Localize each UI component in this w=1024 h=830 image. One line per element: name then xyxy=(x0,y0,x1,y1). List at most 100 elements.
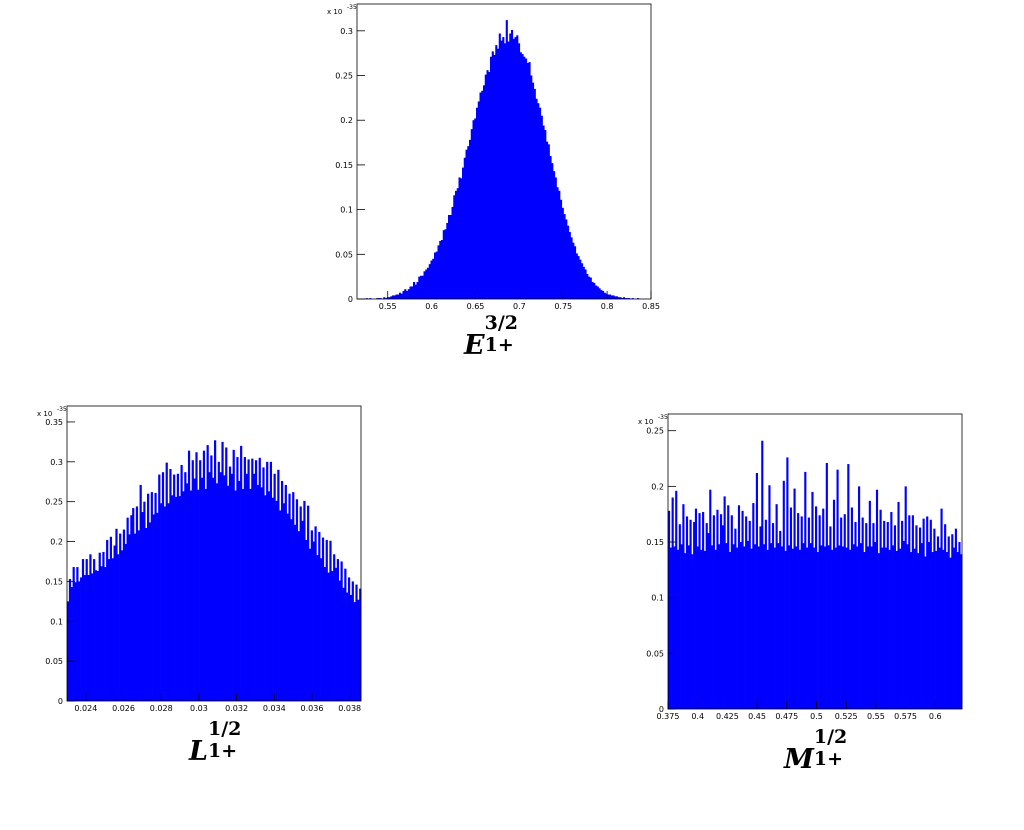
x-tick-label: 0.5 xyxy=(810,712,823,721)
histogram-bar xyxy=(623,297,626,299)
histogram-bar xyxy=(949,557,952,709)
histogram-bar xyxy=(825,462,828,709)
histogram-bar xyxy=(752,503,755,709)
histogram-bar xyxy=(763,544,766,709)
histogram-bar xyxy=(789,507,793,709)
histogram-bar xyxy=(411,286,414,299)
histogram-bar xyxy=(346,592,349,701)
histogram-bar xyxy=(696,546,699,709)
histogram-bar xyxy=(779,530,782,709)
histogram-bar xyxy=(561,207,564,299)
histogram-bar xyxy=(519,52,522,299)
caption-subscript: 1+ xyxy=(484,334,514,356)
y-tick-label: 0.15 xyxy=(646,538,664,547)
histogram-bar xyxy=(777,543,780,709)
histogram-bar xyxy=(766,549,769,709)
histogram-bar xyxy=(327,572,330,701)
x-tick-label: 0.028 xyxy=(150,704,173,713)
histogram-bar xyxy=(607,294,610,299)
histogram-bar xyxy=(193,478,196,701)
histogram-bar xyxy=(588,276,591,299)
histogram-bar xyxy=(439,240,442,299)
histogram-bar xyxy=(897,501,900,709)
histogram-bar xyxy=(117,554,120,701)
histogram-bar xyxy=(325,539,328,701)
histogram-bar xyxy=(483,85,486,299)
histogram-bar xyxy=(563,214,566,299)
histogram-bar xyxy=(553,171,556,299)
histogram-bar xyxy=(870,546,873,709)
histogram-bar xyxy=(728,552,732,709)
histogram-bar xyxy=(584,269,587,299)
histogram-bar xyxy=(815,506,818,709)
y-tick-label: 0.25 xyxy=(646,427,664,436)
histogram-bar xyxy=(854,521,857,709)
histogram-bar xyxy=(267,491,271,701)
histogram-m-one-half: 0 0.05 0.1 0.15 0.2 0.25 0.375 0.4 0.425 0.45 0.47… xyxy=(638,413,963,721)
histogram-bar xyxy=(820,545,823,709)
histogram-bar xyxy=(70,586,73,701)
histogram-bar xyxy=(850,507,853,709)
histogram-bar xyxy=(493,54,496,300)
histogram-bar xyxy=(383,297,386,299)
histogram-bar xyxy=(186,483,189,701)
histogram-bar xyxy=(400,293,403,299)
x-tick-label: 0.026 xyxy=(112,704,135,713)
histogram-bar xyxy=(202,450,206,701)
histogram-bar xyxy=(780,546,784,709)
y-tick-label: 0 xyxy=(659,705,664,714)
histogram-bar xyxy=(279,510,282,701)
histogram-bar xyxy=(849,549,852,709)
histogram-bar xyxy=(884,547,888,709)
histogram-bar xyxy=(323,567,326,701)
histogram-bar xyxy=(107,559,111,701)
histogram-bar xyxy=(577,256,580,299)
histogram-bar xyxy=(292,492,295,701)
y-tick-label: 0.15 xyxy=(45,577,63,586)
caption-l-one-half: L 1/2 1+ xyxy=(189,720,248,768)
histogram-bar xyxy=(305,539,308,701)
histogram-bar xyxy=(460,178,463,299)
histogram-bar xyxy=(318,531,321,701)
histogram-bar xyxy=(958,542,961,709)
histogram-bar xyxy=(160,503,163,701)
histogram-bar xyxy=(310,530,313,701)
histogram-bar xyxy=(603,292,606,299)
histogram-bar xyxy=(684,553,687,709)
histogram-bar xyxy=(126,517,129,701)
histogram-bar xyxy=(316,555,319,701)
histogram-bar xyxy=(947,536,950,709)
histogram-bar xyxy=(703,550,706,709)
histogram-bar xyxy=(707,533,710,709)
histogram-bar xyxy=(931,552,934,709)
x-tick-label: 0.034 xyxy=(263,704,286,713)
histogram-bar xyxy=(886,521,889,709)
histogram-bar xyxy=(230,473,233,701)
histogram-bar xyxy=(595,285,598,299)
histogram-bar xyxy=(750,548,753,709)
histogram-bar xyxy=(775,504,778,709)
histogram-bar xyxy=(723,496,726,709)
histogram-bar xyxy=(295,499,299,701)
histogram-bar xyxy=(456,188,459,299)
histogram-bar xyxy=(840,517,843,709)
histogram-bar xyxy=(537,103,540,299)
histogram-bar xyxy=(458,177,461,299)
histogram-bar xyxy=(759,526,762,709)
histogram-bar xyxy=(910,552,913,709)
histogram-bar xyxy=(219,472,222,701)
histogram-bar xyxy=(619,297,622,299)
histogram-bar xyxy=(76,567,79,701)
histogram-bar xyxy=(702,511,705,709)
histogram-bar xyxy=(214,440,217,701)
histogram-bar xyxy=(902,540,905,709)
histogram-bar xyxy=(693,521,696,709)
histogram-bar xyxy=(432,258,435,299)
histogram-bar xyxy=(755,473,758,709)
histogram-bar xyxy=(195,452,198,701)
histogram-bar xyxy=(793,488,796,709)
histogram-bar xyxy=(446,223,449,299)
histogram-bar xyxy=(719,514,723,709)
histogram-bar xyxy=(847,464,850,709)
